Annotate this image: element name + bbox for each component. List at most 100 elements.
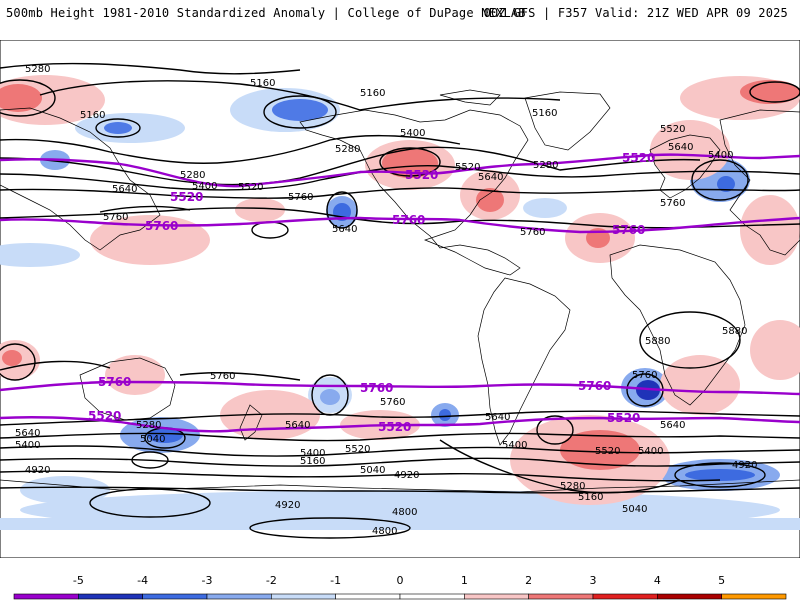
greenland-outline	[524, 91, 611, 151]
contour-loop	[0, 343, 36, 381]
arctic-islands-outline	[439, 89, 501, 106]
anomaly-blob	[235, 198, 285, 222]
contour-label: 5760	[632, 370, 657, 381]
east-asia-outline	[0, 107, 161, 251]
australia-outline	[79, 357, 176, 421]
anomaly-blob	[523, 198, 567, 218]
contour-label: 5280	[335, 144, 360, 155]
contour-loop	[674, 462, 766, 488]
anomaly-blob	[320, 389, 340, 405]
contour-label: 5400	[708, 150, 733, 161]
contour-label: 5640	[112, 184, 137, 195]
asia-outline	[719, 109, 800, 256]
contour-line	[0, 134, 461, 164]
contour-label: 5520	[345, 444, 370, 455]
colorbar-swatch	[206, 593, 272, 600]
contour-line	[0, 207, 800, 229]
colorbar-tick-label: 4	[654, 574, 661, 587]
contour-label: 5280	[560, 481, 585, 492]
contour-label: 5640	[668, 142, 693, 153]
contour-label: 5040	[360, 465, 385, 476]
contour-line	[0, 410, 800, 426]
anomaly-blob	[476, 188, 504, 212]
contour-label: 5640	[485, 412, 510, 423]
south-america-outline	[477, 277, 571, 446]
contour-label-5760: 5760	[145, 219, 178, 233]
contour-line	[0, 432, 800, 442]
contour-loop	[749, 81, 800, 103]
contour-label: 5400	[400, 128, 425, 139]
contour-label: 5760	[103, 212, 128, 223]
colorbar-tick-label: 3	[590, 574, 597, 587]
colorbar-tick-label: 1	[461, 574, 468, 587]
highlight-contours	[0, 153, 800, 433]
anomaly-strip	[0, 518, 800, 530]
contour-label-5520: 5520	[170, 190, 203, 204]
anomaly-blob	[90, 215, 210, 265]
colorbar-swatch	[78, 593, 143, 600]
contour-label-5760: 5760	[392, 213, 425, 227]
colorbar-tick-labels: -5 -4 -3 -2 -1 0 1 2 3 4 5	[73, 574, 725, 587]
highlight-contour-labels: 5520 5520 5520 5760 5760 5760 5760 5760 …	[88, 151, 655, 434]
contour-label: 4920	[25, 465, 50, 476]
contour-line	[439, 439, 681, 494]
colorbar-swatch	[721, 593, 787, 600]
contour-line	[0, 146, 701, 186]
contour-line	[179, 372, 301, 381]
height-contours	[0, 62, 800, 539]
contour-line	[0, 445, 800, 457]
colorbar-swatch	[464, 593, 529, 600]
contour-label: 5520	[238, 182, 263, 193]
contour-loop	[249, 517, 411, 539]
colorbar-tick-label: -5	[73, 574, 84, 587]
contour-label: 5400	[638, 446, 663, 457]
anomaly-blob	[0, 243, 80, 267]
contour-label: 5760	[520, 227, 545, 238]
contour-label-5520: 5520	[88, 409, 121, 423]
contour-label: 5280	[25, 64, 50, 75]
contour-loop	[0, 79, 56, 117]
contour-label: 5400	[300, 448, 325, 459]
contour-line	[0, 470, 721, 482]
header-bar: 500mb Height 1981-2010 Standardized Anom…	[0, 0, 800, 32]
anomaly-blob	[105, 355, 165, 395]
anomaly-blob	[104, 122, 132, 134]
contour-label: 5040	[140, 434, 165, 445]
contour-loop	[639, 311, 741, 369]
anomaly-blob	[147, 427, 183, 443]
colorbar-swatch	[657, 593, 722, 600]
anomaly-blob	[685, 469, 755, 481]
colorbar-tick-label: 0	[397, 574, 404, 587]
contour-label: 5520	[455, 162, 480, 173]
contour-label: 5640	[478, 172, 503, 183]
contour-label: 5760	[660, 198, 685, 209]
contour-label: 5880	[645, 336, 670, 347]
anomaly-blob	[2, 350, 22, 366]
colorbar-swatch	[399, 593, 465, 600]
contour-label: 4800	[372, 526, 397, 537]
contour-label: 5760	[210, 371, 235, 382]
north-america-outline	[299, 109, 529, 276]
contour-label: 5160	[532, 108, 557, 119]
contour-loop	[89, 488, 211, 518]
contour-5760-north	[0, 216, 800, 234]
run-valid-time: 00Z GFS | F357 Valid: 21Z WED APR 09 202…	[483, 6, 788, 20]
contour-label: 5760	[288, 192, 313, 203]
anomaly-blob	[560, 430, 640, 470]
contour-label: 4920	[394, 470, 419, 481]
contour-loop	[691, 159, 749, 201]
contour-line	[0, 62, 301, 75]
colorbar-tick-label: 2	[525, 574, 532, 587]
contour-label: 5160	[300, 456, 325, 467]
contour-label-5520: 5520	[607, 411, 640, 425]
anomaly-colorbar: -5 -4 -3 -2 -1 0 1 2 3 4 5	[13, 574, 787, 600]
anomaly-blob	[740, 195, 800, 265]
anomaly-blob	[0, 84, 42, 112]
contour-label-5760: 5760	[578, 379, 611, 393]
contour-label: 4800	[392, 507, 417, 518]
contour-label: 5160	[360, 88, 385, 99]
map-title: 500mb Height 1981-2010 Standardized Anom…	[6, 6, 526, 20]
colorbar-swatch	[335, 593, 401, 600]
contour-line	[0, 187, 800, 199]
world-map: 5280 5160 5160 5160 5160 5400 5280 5520 …	[0, 40, 800, 558]
